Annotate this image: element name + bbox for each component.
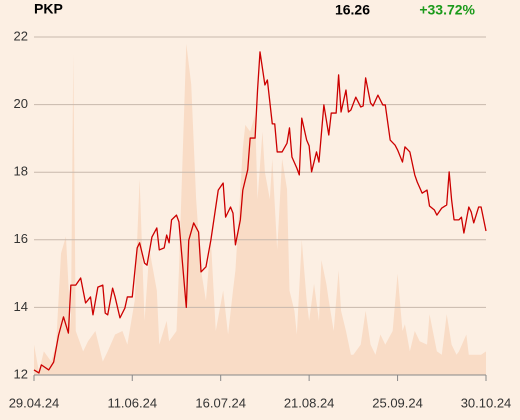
x-tick-label: 30.10.24: [461, 395, 512, 410]
x-tick-label: 21.08.24: [284, 395, 335, 410]
y-tick-label: 14: [14, 299, 28, 314]
x-tick-label: 16.07.24: [195, 395, 246, 410]
x-tick-label: 11.06.24: [107, 395, 157, 410]
price-change: +33.72%: [419, 2, 475, 18]
y-tick-label: 18: [14, 164, 28, 179]
y-tick-label: 12: [14, 366, 28, 381]
volume-area: [34, 43, 486, 375]
y-tick-label: 16: [14, 231, 28, 246]
x-tick-label: 29.04.24: [9, 395, 60, 410]
x-tick-label: 25.09.24: [372, 395, 423, 410]
y-tick-label: 22: [14, 28, 28, 43]
last-price: 16.26: [335, 2, 370, 18]
price-line: [33, 51, 487, 374]
y-tick-label: 20: [14, 96, 28, 111]
chart-title: PKP: [34, 1, 63, 17]
